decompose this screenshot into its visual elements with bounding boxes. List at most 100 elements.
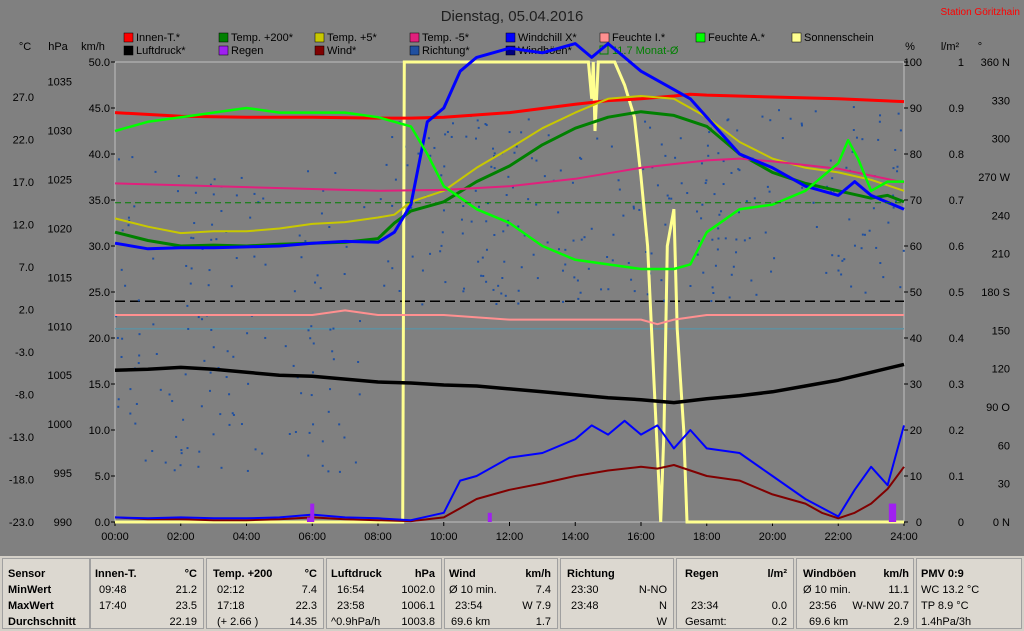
tick-label-degree: 150 [992,325,1010,337]
wind-direction-point [173,469,176,472]
wind-direction-point [696,253,699,256]
wind-direction-point [211,223,214,226]
header-sensor: Sensor [8,568,46,580]
tick-label-celsius: 17.0 [13,177,34,189]
wind-direction-point [515,145,518,148]
wind-direction-point [320,212,323,215]
wind-direction-point [294,431,297,434]
legend-swatch [695,32,706,43]
tick-label-celsius: 12.0 [13,220,34,232]
legend-label: Wind* [327,45,357,57]
wind-direction-point [124,284,127,287]
innen-max-value: 23.5 [175,600,197,612]
legend-label: Feuchte I.* [612,32,666,44]
wind-direction-point [474,189,477,192]
wind-direction-point [617,179,620,182]
wind-direction-point [261,452,264,455]
wind-direction-point [129,388,132,391]
wind-direction-point [627,261,630,264]
wind-direction-point [231,412,234,415]
wind-direction-point [738,169,741,172]
tick-label-lm2: 1 [958,57,964,69]
wind-direction-point [630,278,633,281]
wind-direction-point [358,320,361,323]
tick-label-hpa: 1020 [48,223,72,235]
wind-direction-point [606,255,609,258]
richtung-min-value: N-NO [638,584,667,596]
header-luftdruck: Luftdruck [331,568,382,580]
legend-label: Sonnenschein [804,32,874,44]
wind-direction-point [176,190,179,193]
druck-max-time: 23:58 [337,600,365,612]
wind-direction-point [338,470,341,473]
rain-bar [888,503,893,522]
wind-direction-point [115,315,118,318]
temp200-trend: (+ 2.66 ) [217,616,259,628]
wind-direction-point [293,290,296,293]
boeen-avg10-label: Ø 10 min. [803,584,851,596]
wind-direction-point [532,253,535,256]
wind-direction-point [706,144,709,147]
tick-label-time: 06:00 [298,531,326,543]
tick-label-time: 12:00 [496,531,524,543]
wind-direction-point [421,303,424,306]
wind-direction-point [228,393,231,396]
wind-direction-point [495,302,498,305]
wind-direction-point [212,433,215,436]
wind-direction-point [197,465,200,468]
wind-direction-point [338,423,341,426]
regen-total-label: Gesamt: [685,616,727,628]
tick-label-time: 24:00 [890,531,918,543]
legend-swatch [409,32,420,43]
wind-direction-point [536,277,539,280]
wind-direction-point [892,167,895,170]
wind-direction-point [383,284,386,287]
tick-label-time: 10:00 [430,531,458,543]
wind-direction-point [508,131,511,134]
wind-direction-point [878,120,881,123]
wind-direction-point [564,263,567,266]
tick-label-percent: 60 [910,241,922,253]
wind-direction-point [894,200,897,203]
panel-windboeen: Windböen km/h Ø 10 min. 11.1 23:56 W-NW … [796,558,914,629]
wind-direction-point [622,214,625,217]
wind-direction-point [332,327,335,330]
legend-label: Temp. +5* [327,32,378,44]
header-richtung: Richtung [567,568,615,580]
pmv-dewpoint: TP 8.9 °C [921,600,969,612]
tick-label-lm2: 0.3 [949,379,964,391]
plot-area [114,61,905,523]
wind-direction-point [517,225,520,228]
wind-direction-point [590,227,593,230]
wind-direction-point [713,193,716,196]
wind-direction-point [899,286,902,289]
wind-direction-point [461,232,464,235]
wind-direction-point [460,218,463,221]
unit-regen: l/m² [767,568,787,580]
wind-direction-point [444,133,447,136]
tick-label-time: 04:00 [233,531,261,543]
wind-direction-point [612,233,615,236]
wind-direction-point [841,259,844,262]
wind-direction-point [210,328,213,331]
wind-direction-point [207,284,210,287]
wind-direction-point [736,129,739,132]
wind-direction-point [650,252,653,255]
wind-direction-point [722,183,725,186]
wind-direction-point [433,146,436,149]
legend-swatch [123,45,134,56]
wind-direction-point [152,323,155,326]
wind-direction-point [855,136,858,139]
panel-luftdruck: Luftdruck hPa 16:54 1002.0 23:58 1006.1 … [326,558,442,629]
innen-max-time: 17:40 [99,600,127,612]
wind-direction-point [194,191,197,194]
tick-label-time: 20:00 [759,531,787,543]
wind-direction-point [702,271,705,274]
wind-direction-point [164,461,167,464]
wind-direction-point [851,150,854,153]
wind-direction-point [264,263,267,266]
tick-label-hpa: 990 [54,517,72,529]
wind-direction-point [769,119,772,122]
wind-direction-point [504,294,507,297]
wind-direction-point [700,217,703,220]
